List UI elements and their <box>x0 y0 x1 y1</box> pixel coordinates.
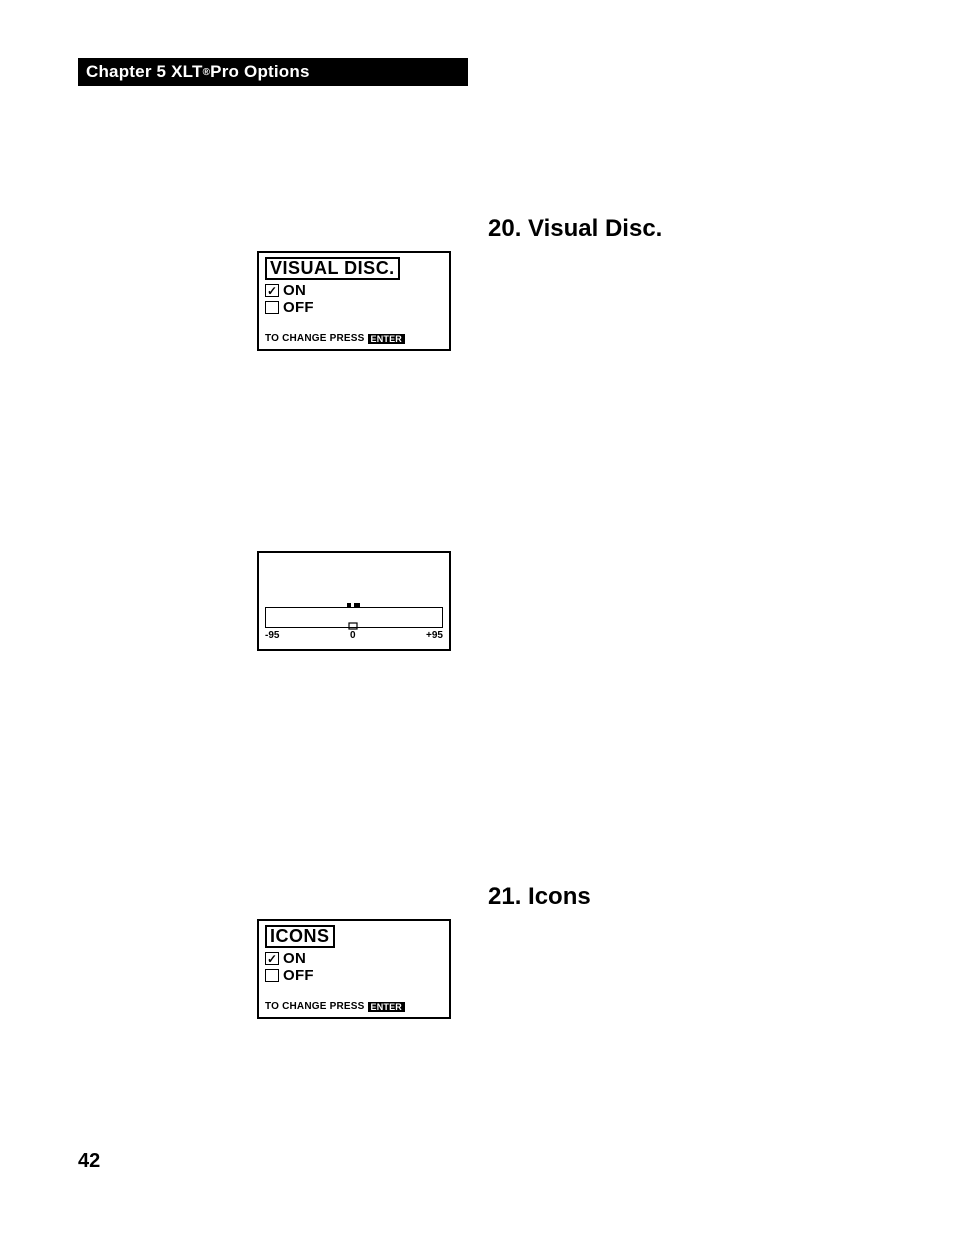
lcd-screen-icons: ICONS ON OFF TO CHANGE PRESS ENTER <box>257 919 451 1019</box>
scale-min: -95 <box>265 630 279 641</box>
signagraph-bar <box>265 607 443 628</box>
option-off-label-icons: OFF <box>283 967 314 984</box>
checkbox-off-icon <box>265 969 279 982</box>
chapter-suffix: Pro Options <box>210 62 309 82</box>
lcd-screen-visual-disc: VISUAL DISC. ON OFF TO CHANGE PRESS ENTE… <box>257 251 451 351</box>
scale-mid: 0 <box>350 630 356 641</box>
change-instruction-icons: TO CHANGE PRESS ENTER <box>265 1001 405 1012</box>
enter-key-label: ENTER <box>368 334 406 344</box>
section-heading-visual-disc: 20. Visual Disc. <box>488 215 662 243</box>
option-row-off-icons: OFF <box>265 967 443 984</box>
signagraph-scale: -95 0 +95 <box>265 630 443 641</box>
lcd-screen-signagraph: -95 0 +95 <box>257 551 451 651</box>
option-off-label: OFF <box>283 299 314 316</box>
page-number: 42 <box>78 1150 100 1173</box>
section-heading-icons: 21. Icons <box>488 883 591 911</box>
option-row-on: ON <box>265 282 443 299</box>
checkbox-on-icon <box>265 952 279 965</box>
screen-title-icons: ICONS <box>265 925 335 948</box>
registered-mark: ® <box>203 67 211 78</box>
option-row-on-icons: ON <box>265 950 443 967</box>
enter-key-label-icons: ENTER <box>368 1002 406 1012</box>
change-text-icons: TO CHANGE PRESS <box>265 1001 365 1012</box>
chapter-header: Chapter 5 XLT® Pro Options <box>78 58 468 86</box>
option-row-off: OFF <box>265 299 443 316</box>
checkbox-off-icon <box>265 301 279 314</box>
change-instruction: TO CHANGE PRESS ENTER <box>265 333 405 344</box>
change-text: TO CHANGE PRESS <box>265 333 365 344</box>
checkbox-on-icon <box>265 284 279 297</box>
chapter-prefix: Chapter 5 XLT <box>86 62 203 82</box>
option-on-label: ON <box>283 282 306 299</box>
option-on-label-icons: ON <box>283 950 306 967</box>
scale-max: +95 <box>426 630 443 641</box>
screen-title-visual-disc: VISUAL DISC. <box>265 257 400 280</box>
